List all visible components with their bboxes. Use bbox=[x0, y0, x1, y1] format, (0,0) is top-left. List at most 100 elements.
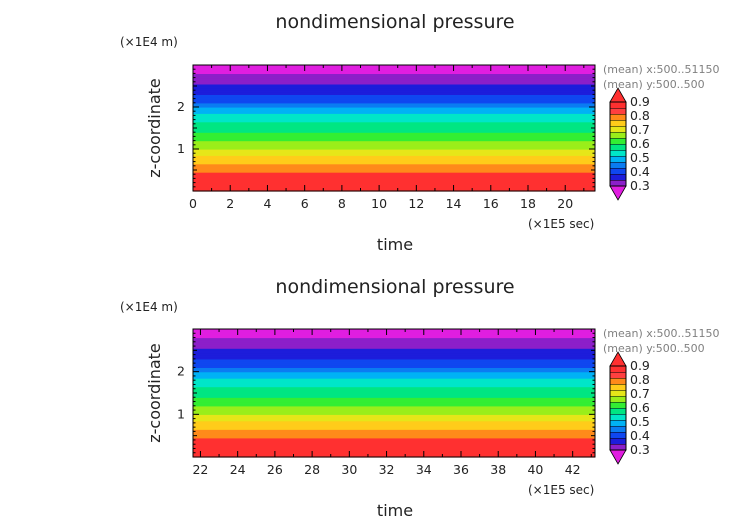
colorbar-segment bbox=[609, 395, 627, 403]
panel-bottom: nondimensional pressure (×1E4 m) z-coord… bbox=[120, 276, 719, 520]
heatmap-band bbox=[193, 433, 595, 437]
heatmap-band bbox=[193, 382, 595, 386]
heatmap-band bbox=[193, 439, 595, 443]
x-tick-label: 32 bbox=[379, 462, 395, 477]
heatmap-band bbox=[193, 369, 595, 373]
colorbar-segment bbox=[609, 443, 627, 451]
colorbar-label: 0.9 bbox=[630, 358, 650, 373]
heatmap-plot bbox=[193, 329, 595, 458]
heatmap-band bbox=[193, 100, 595, 104]
colorbar-segment bbox=[609, 389, 627, 397]
colorbar-segment bbox=[609, 161, 627, 169]
colorbar-segment bbox=[609, 419, 627, 427]
x-tick-label: 14 bbox=[446, 196, 462, 211]
heatmap-band bbox=[193, 446, 595, 450]
colorbar-label: 0.3 bbox=[630, 442, 650, 457]
colorbar-label: 0.6 bbox=[630, 136, 650, 151]
x-tick-label: 42 bbox=[565, 462, 581, 477]
colorbar-segment bbox=[609, 401, 627, 409]
heatmap-band bbox=[193, 146, 595, 150]
chart-title: nondimensional pressure bbox=[275, 276, 514, 298]
heatmap-band bbox=[193, 418, 595, 422]
x-axis-label: time bbox=[377, 501, 413, 520]
heatmap-band bbox=[193, 403, 595, 407]
colorbar-label: 0.7 bbox=[630, 386, 650, 401]
heatmap-band bbox=[193, 448, 595, 452]
axes: 22 24 26 28 30 32 34 36 38 40 42 1 2 bbox=[177, 328, 596, 477]
heatmap-band bbox=[193, 134, 595, 137]
heatmap-band bbox=[193, 144, 595, 148]
heatmap-band bbox=[193, 333, 595, 336]
heatmap-band bbox=[193, 117, 595, 121]
y-unit-label: (×1E4 m) bbox=[120, 300, 178, 314]
heatmap-band bbox=[193, 174, 595, 177]
heatmap-band bbox=[193, 128, 595, 131]
x-unit-label: (×1E5 sec) bbox=[528, 483, 594, 497]
colorbar-segment bbox=[609, 377, 627, 385]
heatmap-band bbox=[193, 384, 595, 388]
heatmap-band bbox=[193, 420, 595, 424]
colorbar-segment bbox=[609, 149, 627, 157]
heatmap-band bbox=[193, 149, 595, 152]
heatmap-band bbox=[193, 452, 595, 456]
heatmap-band bbox=[193, 155, 595, 158]
heatmap-band bbox=[193, 172, 595, 175]
colorbar-segment bbox=[609, 113, 627, 121]
colorbar-segment bbox=[609, 125, 627, 133]
x-unit-label: (×1E5 sec) bbox=[528, 217, 594, 231]
heatmap-band bbox=[193, 350, 595, 354]
heatmap-band bbox=[193, 431, 595, 435]
heatmap-band bbox=[193, 167, 595, 171]
heatmap-band bbox=[193, 180, 595, 184]
colorbar-label: 0.3 bbox=[630, 178, 650, 193]
heatmap-band bbox=[193, 107, 595, 110]
heatmap-band bbox=[193, 331, 595, 334]
x-tick-label: 40 bbox=[527, 462, 543, 477]
heatmap-band bbox=[193, 163, 595, 167]
x-tick-label: 24 bbox=[230, 462, 246, 477]
heatmap-band bbox=[193, 346, 595, 349]
heatmap-band bbox=[193, 184, 595, 188]
heatmap-band bbox=[193, 422, 595, 426]
y-axis-label: z-coordinate bbox=[145, 343, 164, 443]
colorbar-segment bbox=[609, 137, 627, 145]
heatmap-band bbox=[193, 88, 595, 91]
heatmap-band bbox=[193, 335, 595, 339]
x-tick-label: 8 bbox=[338, 196, 346, 211]
heatmap-band bbox=[193, 77, 595, 81]
x-tick-label: 10 bbox=[371, 196, 387, 211]
colorbar-label: 0.4 bbox=[630, 164, 650, 179]
colorbar-label: 0.8 bbox=[630, 108, 650, 123]
heatmap-band bbox=[193, 339, 595, 343]
heatmap-band bbox=[193, 354, 595, 358]
heatmap-band bbox=[193, 352, 595, 356]
heatmap-band bbox=[193, 182, 595, 186]
heatmap-band bbox=[193, 102, 595, 106]
y-tick-label: 1 bbox=[177, 141, 185, 156]
heatmap-band bbox=[193, 121, 595, 125]
x-tick-label: 20 bbox=[557, 196, 573, 211]
heatmap-band bbox=[193, 375, 595, 379]
colorbar-segment bbox=[609, 437, 627, 445]
heatmap-band bbox=[193, 373, 595, 377]
heatmap-band bbox=[193, 138, 595, 142]
colorbar-segment bbox=[609, 143, 627, 151]
heatmap-band bbox=[193, 442, 595, 445]
colorbar-segment bbox=[609, 179, 627, 187]
heatmap-band bbox=[193, 343, 595, 347]
heatmap-band bbox=[193, 337, 595, 341]
heatmap-band bbox=[193, 378, 595, 381]
heatmap-band bbox=[193, 83, 595, 87]
chart-title: nondimensional pressure bbox=[275, 11, 514, 33]
heatmap-band bbox=[193, 142, 595, 146]
heatmap-band bbox=[193, 86, 595, 89]
heatmap-band bbox=[193, 429, 595, 432]
colorbar-frame bbox=[609, 101, 627, 187]
heatmap-band bbox=[193, 363, 595, 366]
x-tick-label: 4 bbox=[263, 196, 271, 211]
heatmap-band bbox=[193, 73, 595, 77]
heatmap-band bbox=[193, 119, 595, 123]
heatmap-band bbox=[193, 98, 595, 102]
